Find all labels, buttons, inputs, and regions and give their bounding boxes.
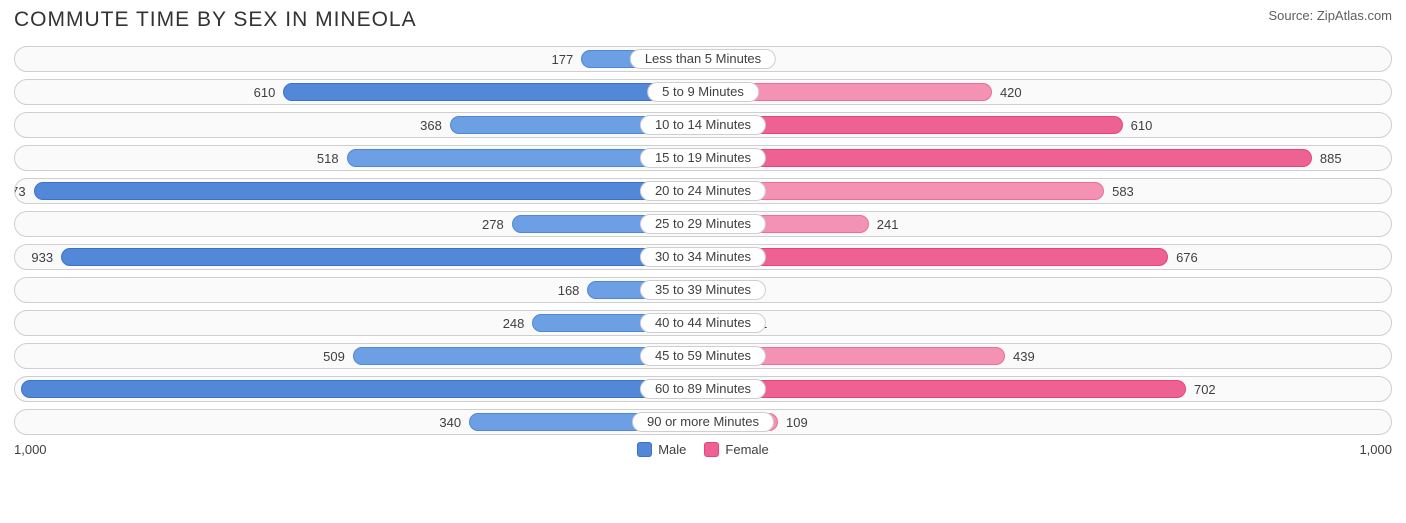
row-category-label: 35 to 39 Minutes — [640, 280, 766, 300]
chart-row: 340 109 90 or more Minutes — [14, 409, 1392, 435]
male-value-label: 340 — [439, 410, 461, 435]
chart-area: 1778Less than 5 Minutes 610 420 5 to 9 Minu… — [14, 46, 1392, 435]
source-label: Source: ZipAtlas.com — [1268, 8, 1392, 23]
header: COMMUTE TIME BY SEX IN MINEOLA Source: Z… — [14, 8, 1392, 32]
chart-row: 933 676 30 to 34 Minutes — [14, 244, 1392, 270]
legend-female-label: Female — [725, 442, 768, 457]
chart-footer: 1,000 Male Female 1,000 — [14, 442, 1392, 457]
chart-row: 1684835 to 39 Minutes — [14, 277, 1392, 303]
chart-row: 610 420 5 to 9 Minutes — [14, 79, 1392, 105]
male-value-label: 518 — [317, 146, 339, 171]
female-value-label: 109 — [786, 410, 808, 435]
legend-item-female: Female — [704, 442, 768, 457]
row-category-label: 30 to 34 Minutes — [640, 247, 766, 267]
male-value-label: 177 — [552, 47, 574, 72]
female-value-label: 702 — [1194, 377, 1216, 402]
male-value-label: 933 — [31, 245, 53, 270]
male-value-label: 509 — [323, 344, 345, 369]
row-category-label: 40 to 44 Minutes — [640, 313, 766, 333]
male-swatch-icon — [637, 442, 652, 457]
female-value-label: 676 — [1176, 245, 1198, 270]
row-category-label: 15 to 19 Minutes — [640, 148, 766, 168]
male-bar — [34, 182, 703, 200]
axis-left-label: 1,000 — [14, 442, 47, 457]
female-value-label: 241 — [877, 212, 899, 237]
chart-row: 278 241 25 to 29 Minutes — [14, 211, 1392, 237]
female-bar — [703, 380, 1186, 398]
female-bar — [703, 248, 1168, 266]
male-value-label: 610 — [254, 80, 276, 105]
chart-row: 509 439 45 to 59 Minutes — [14, 343, 1392, 369]
male-value-label: 168 — [558, 278, 580, 303]
male-value-label: 368 — [420, 113, 442, 138]
row-category-label: 90 or more Minutes — [632, 412, 774, 432]
female-value-label: 610 — [1131, 113, 1153, 138]
male-bar — [61, 248, 703, 266]
female-swatch-icon — [704, 442, 719, 457]
female-value-label: 420 — [1000, 80, 1022, 105]
chart-row: 973 583 20 to 24 Minutes — [14, 178, 1392, 204]
row-category-label: 5 to 9 Minutes — [647, 82, 759, 102]
legend-male-label: Male — [658, 442, 686, 457]
row-category-label: 25 to 29 Minutes — [640, 214, 766, 234]
axis-right-label: 1,000 — [1359, 442, 1392, 457]
legend-item-male: Male — [637, 442, 686, 457]
male-value-label: 973 — [14, 179, 26, 204]
male-value-label: 278 — [482, 212, 504, 237]
female-value-label: 583 — [1112, 179, 1134, 204]
row-category-label: 20 to 24 Minutes — [640, 181, 766, 201]
female-value-label: 439 — [1013, 344, 1035, 369]
row-category-label: 10 to 14 Minutes — [640, 115, 766, 135]
legend: Male Female — [637, 442, 769, 457]
row-category-label: 45 to 59 Minutes — [640, 346, 766, 366]
chart-row: 2486140 to 44 Minutes — [14, 310, 1392, 336]
chart-row: 368 610 10 to 14 Minutes — [14, 112, 1392, 138]
chart-row: 1778Less than 5 Minutes — [14, 46, 1392, 72]
row-category-label: Less than 5 Minutes — [630, 49, 776, 69]
chart-title: COMMUTE TIME BY SEX IN MINEOLA — [14, 8, 417, 32]
female-bar — [703, 149, 1312, 167]
chart-row: 99170260 to 89 Minutes — [14, 376, 1392, 402]
male-bar — [21, 380, 703, 398]
chart-row: 518 885 15 to 19 Minutes — [14, 145, 1392, 171]
row-category-label: 60 to 89 Minutes — [640, 379, 766, 399]
male-bar — [283, 83, 703, 101]
male-value-label: 248 — [503, 311, 525, 336]
female-value-label: 885 — [1320, 146, 1342, 171]
